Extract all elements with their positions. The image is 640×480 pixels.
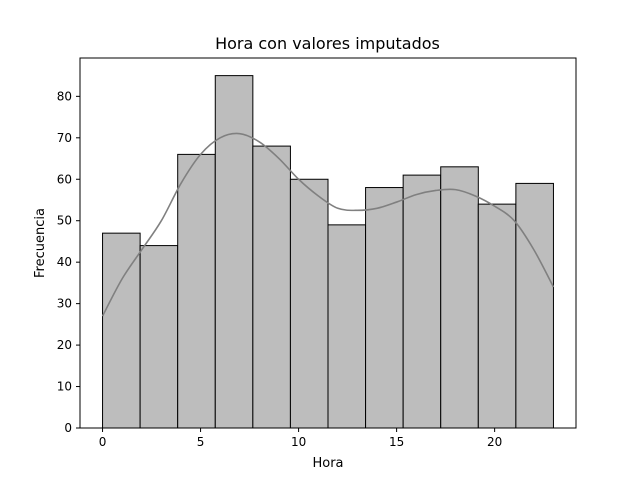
y-tick-label: 70	[57, 131, 72, 145]
x-tick-label: 15	[389, 435, 404, 449]
histogram-bar-3	[177, 153, 216, 429]
plot-frame	[79, 57, 577, 429]
kde-curve-group	[101, 132, 555, 317]
y-tick-label: 20	[57, 338, 72, 352]
histogram-bar-4	[214, 75, 254, 429]
histogram-bar-6	[289, 178, 329, 429]
histogram-bar-8	[365, 187, 404, 429]
y-tick-label: 40	[57, 255, 72, 269]
x-tick-label: 5	[197, 435, 205, 449]
y-tick-label: 60	[57, 172, 72, 186]
histogram-bars	[102, 75, 554, 429]
histogram-bar-10	[440, 166, 479, 429]
x-tick-label: 10	[291, 435, 306, 449]
chart-title: Hora con valores imputados	[215, 34, 440, 53]
y-tick-label: 80	[57, 89, 72, 103]
y-axis-ticks: 0 10 20 30 40 50 60 70 80	[57, 89, 80, 435]
histogram-bar-12	[515, 182, 554, 429]
histogram-bar-7	[327, 224, 367, 429]
x-axis-label: Hora	[312, 456, 343, 471]
histogram-bar-2	[139, 245, 179, 429]
y-tick-label: 50	[57, 214, 72, 228]
y-tick-label: 30	[57, 297, 72, 311]
y-axis-label: Frecuencia	[33, 208, 48, 278]
histogram-bar-1	[102, 232, 141, 429]
histogram-bar-9	[402, 174, 442, 429]
kde-line	[101, 132, 555, 317]
histogram-bar-11	[477, 203, 517, 429]
x-tick-label: 0	[99, 435, 107, 449]
y-tick-label: 0	[64, 421, 72, 435]
histogram-bar-5	[252, 145, 291, 429]
x-tick-label: 20	[487, 435, 502, 449]
y-tick-label: 10	[57, 380, 72, 394]
x-axis-ticks: 0 5 10 15 20	[99, 428, 502, 449]
